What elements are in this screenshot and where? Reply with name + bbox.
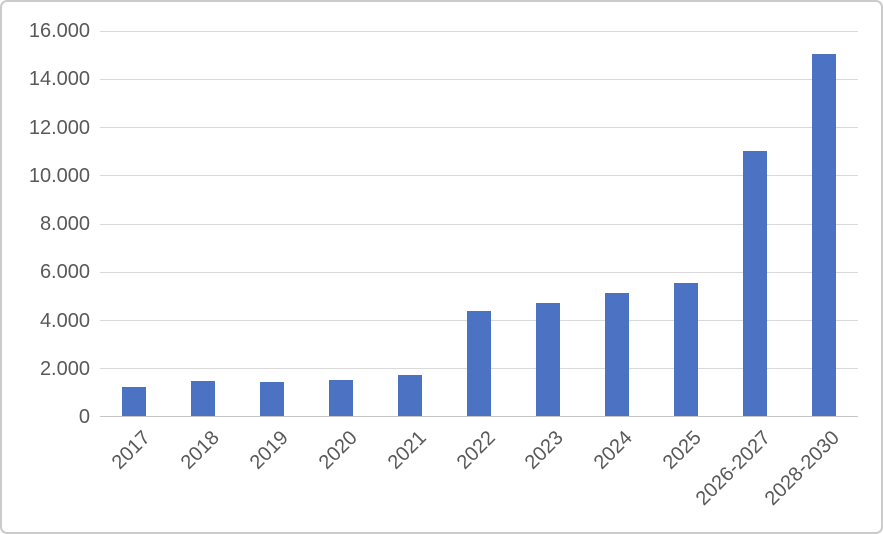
x-axis-category-label: 2019: [245, 426, 293, 474]
bar-2019: [260, 382, 285, 416]
gridline: [100, 271, 858, 273]
bar-2017: [122, 387, 147, 416]
bar-2025: [673, 283, 698, 416]
x-axis-category-label: 2021: [383, 426, 431, 474]
gridline: [100, 175, 858, 177]
plot-area: [100, 30, 858, 417]
x-axis-category-label: 2020: [314, 426, 362, 474]
gridline: [100, 127, 858, 128]
y-axis-tick-label: 12.000: [28, 116, 90, 139]
bar-2026-2027: [742, 150, 767, 416]
x-axis-category-label: 2018: [176, 426, 224, 474]
y-axis-tick-label: 2.000: [39, 357, 90, 380]
y-axis-tick-label: 6.000: [39, 261, 90, 284]
bar-2018: [191, 381, 216, 416]
y-axis-tick-label: 10.000: [28, 164, 90, 187]
bar-2023: [535, 302, 560, 416]
bar-2028-2030: [811, 54, 836, 416]
y-axis-tick-label: 8.000: [39, 213, 90, 235]
x-axis-category-label: 2026-2027: [691, 426, 775, 510]
y-axis-tick-label: 4.000: [39, 309, 90, 332]
gridline: [100, 30, 858, 32]
x-axis-category-label: 2024: [590, 426, 638, 474]
y-axis-tick-label: 16.000: [28, 20, 90, 42]
x-axis-category-label: 2017: [107, 426, 155, 474]
bar-2022: [467, 311, 491, 416]
x-axis-category-label: 2025: [658, 426, 706, 474]
bar-2021: [398, 375, 423, 416]
y-axis-tick-label: 14.000: [28, 68, 90, 91]
gridline: [100, 78, 858, 80]
y-axis-tick-label: 0: [78, 406, 90, 428]
x-axis-category-label: 2028-2030: [760, 426, 844, 510]
x-axis-line: [100, 416, 858, 417]
bar-2024: [604, 292, 629, 416]
x-axis-category-label: 2023: [521, 426, 569, 474]
x-axis-category-label: 2022: [452, 426, 500, 474]
gridline: [100, 223, 858, 225]
bar-2020: [329, 379, 354, 416]
